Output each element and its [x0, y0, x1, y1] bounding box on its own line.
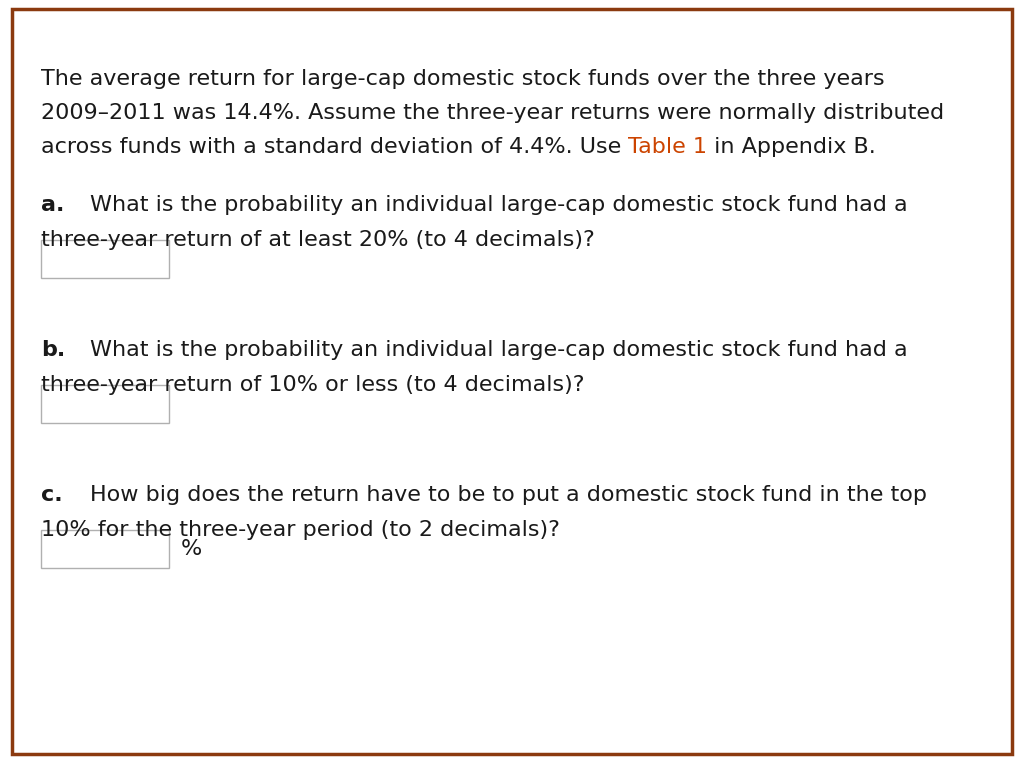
Text: across funds with a standard deviation of 4.4%. Use: across funds with a standard deviation o…	[41, 137, 629, 157]
Text: The average return for large-cap domestic stock funds over the three years: The average return for large-cap domesti…	[41, 69, 885, 89]
Text: What is the probability an individual large-cap domestic stock fund had a: What is the probability an individual la…	[90, 195, 907, 214]
Text: %: %	[181, 539, 203, 559]
FancyBboxPatch shape	[41, 530, 169, 568]
Text: c.: c.	[41, 485, 62, 504]
Text: b.: b.	[41, 340, 66, 359]
FancyBboxPatch shape	[41, 240, 169, 278]
Text: in Appendix B.: in Appendix B.	[708, 137, 877, 157]
Text: three-year return of 10% or less (to 4 decimals)?: three-year return of 10% or less (to 4 d…	[41, 375, 585, 395]
Text: 10% for the three-year period (to 2 decimals)?: 10% for the three-year period (to 2 deci…	[41, 520, 560, 540]
Text: a.: a.	[41, 195, 65, 214]
Text: How big does the return have to be to put a domestic stock fund in the top: How big does the return have to be to pu…	[90, 485, 927, 504]
FancyBboxPatch shape	[41, 385, 169, 423]
Text: three-year return of at least 20% (to 4 decimals)?: three-year return of at least 20% (to 4 …	[41, 230, 595, 250]
Text: What is the probability an individual large-cap domestic stock fund had a: What is the probability an individual la…	[90, 340, 907, 359]
Text: 2009–2011 was 14.4%. Assume the three-year returns were normally distributed: 2009–2011 was 14.4%. Assume the three-ye…	[41, 103, 944, 123]
Text: Table 1: Table 1	[629, 137, 708, 157]
